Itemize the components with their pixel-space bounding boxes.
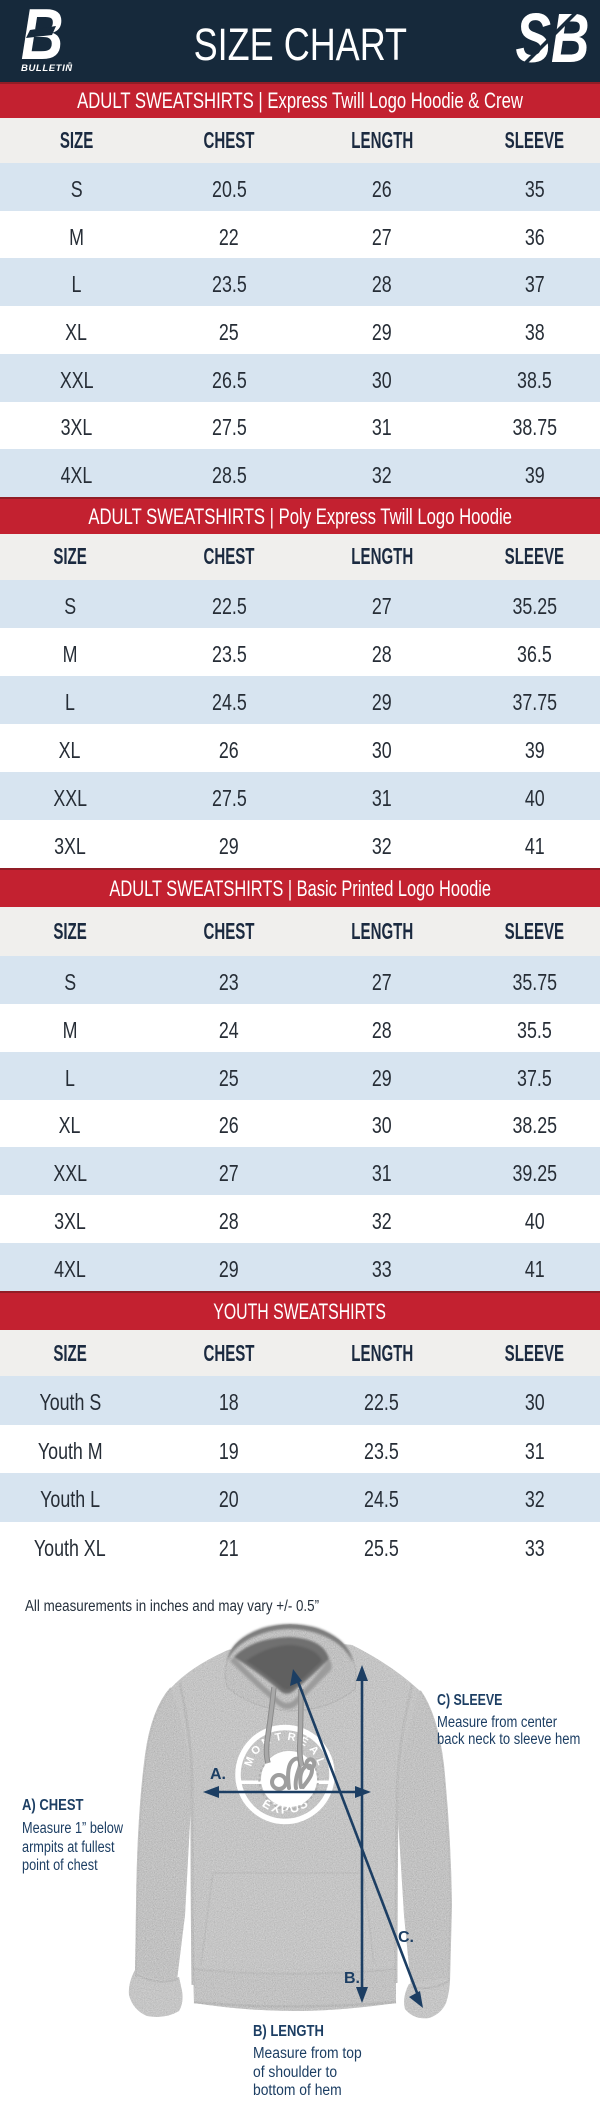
svg-text:BULLETIN: BULLETIN: [21, 63, 73, 74]
svg-text:A.: A.: [210, 1766, 226, 1783]
svg-text:B: B: [21, 6, 64, 74]
svg-text:C.: C.: [398, 1929, 414, 1946]
svg-text:B.: B.: [344, 1970, 360, 1987]
svg-text:T: T: [274, 1731, 283, 1744]
svg-text:R: R: [287, 1731, 297, 1744]
svg-text:M: M: [243, 1755, 257, 1768]
svg-text:L: L: [313, 1756, 327, 1767]
svg-text:SB: SB: [516, 12, 590, 66]
svg-text:®: ®: [68, 61, 72, 68]
